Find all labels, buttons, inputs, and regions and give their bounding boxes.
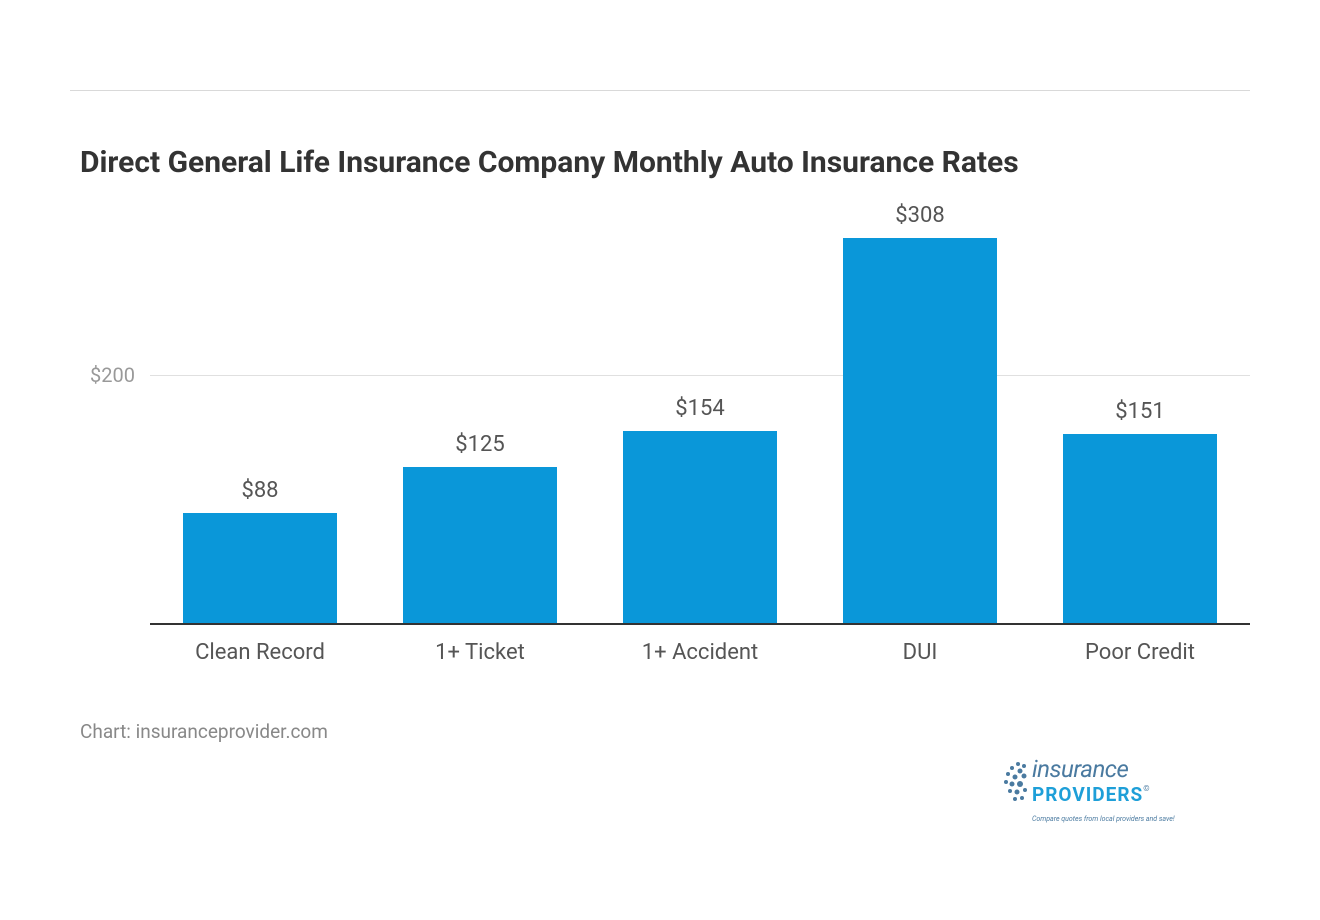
bar-value-label: $308 bbox=[843, 203, 997, 228]
logo-text-line1: insurance bbox=[1032, 755, 1128, 783]
gridline bbox=[150, 375, 1250, 376]
x-axis-label: 1+ Accident bbox=[590, 640, 810, 665]
bar: $151 bbox=[1063, 434, 1217, 623]
logo-tagline: Compare quotes from local providers and … bbox=[1032, 815, 1175, 823]
plot-area: $200$88$125$154$308$151 bbox=[150, 225, 1250, 625]
bar: $154 bbox=[623, 431, 777, 624]
bar-value-label: $125 bbox=[403, 432, 557, 457]
brand-logo: insurance PROVIDERS© Compare quotes from… bbox=[1030, 755, 1240, 825]
chart-source: Chart: insuranceprovider.com bbox=[80, 720, 328, 743]
x-axis-label: DUI bbox=[810, 640, 1030, 665]
bar-value-label: $88 bbox=[183, 478, 337, 503]
bar: $308 bbox=[843, 238, 997, 623]
chart-title: Direct General Life Insurance Company Mo… bbox=[80, 145, 1019, 180]
bar-value-label: $154 bbox=[623, 396, 777, 421]
bar-chart: $200$88$125$154$308$151 Clean Record1+ T… bbox=[150, 225, 1250, 665]
bar: $88 bbox=[183, 513, 337, 623]
x-axis-label: Clean Record bbox=[150, 640, 370, 665]
bar: $125 bbox=[403, 467, 557, 623]
x-axis-label: 1+ Ticket bbox=[370, 640, 590, 665]
logo-dots-icon bbox=[1000, 760, 1030, 805]
y-axis-label: $200 bbox=[55, 363, 135, 387]
x-axis-label: Poor Credit bbox=[1030, 640, 1250, 665]
bar-value-label: $151 bbox=[1063, 399, 1217, 424]
logo-text-line2: PROVIDERS bbox=[1032, 783, 1143, 806]
top-rule bbox=[70, 90, 1250, 91]
